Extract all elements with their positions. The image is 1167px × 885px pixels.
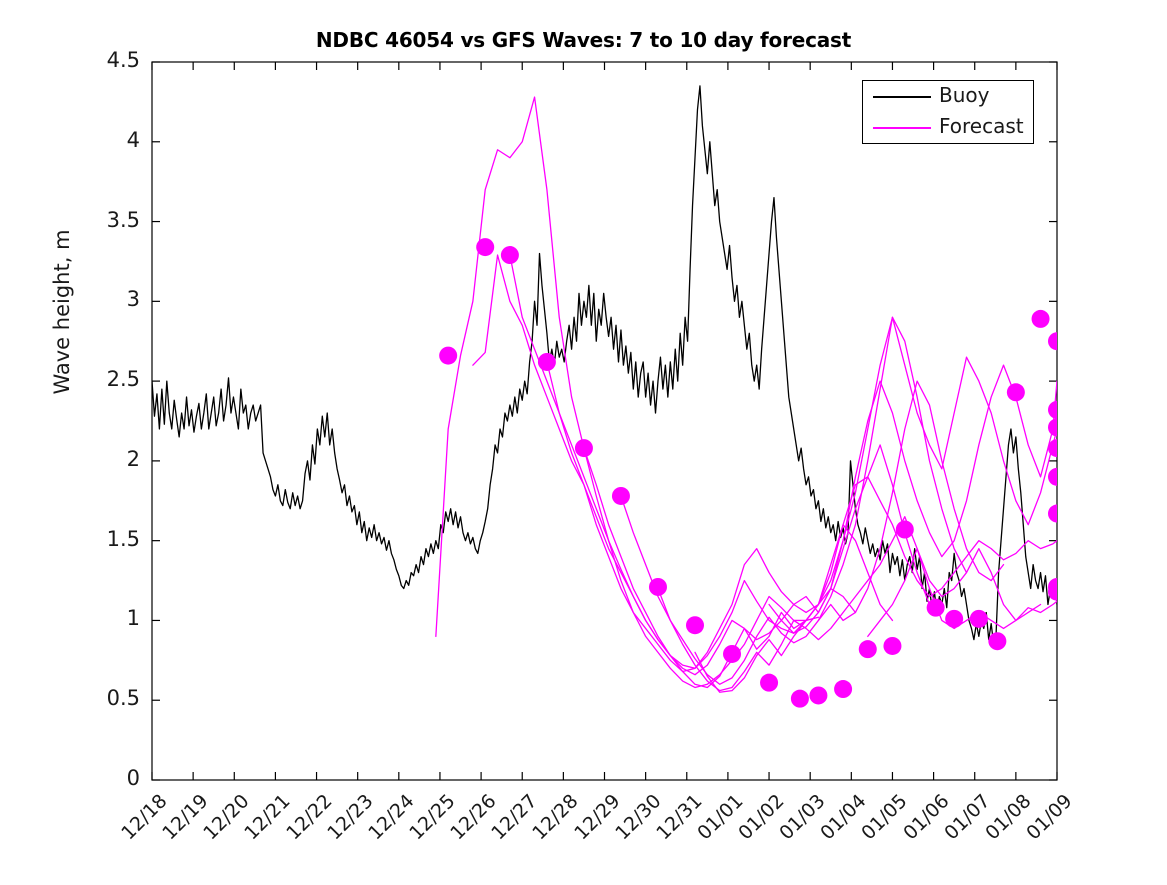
legend-item-buoy: Buoy [863, 81, 1033, 112]
forecast-marker-27 [1048, 418, 1057, 437]
forecast-marker-points [439, 238, 1057, 708]
forecast-marker-0 [439, 346, 458, 365]
legend-swatch-buoy [873, 96, 931, 98]
y-tick-label: 1 [126, 606, 140, 631]
forecast-marker-26 [1048, 467, 1057, 486]
series-line-forecast-run-6 [620, 380, 1005, 685]
forecast-marker-11 [809, 686, 828, 705]
legend-label-buoy: Buoy [939, 83, 990, 107]
series-line-buoy [152, 85, 1057, 646]
forecast-marker-14 [883, 636, 902, 655]
forecast-marker-29 [1048, 400, 1057, 419]
forecast-marker-5 [611, 486, 630, 505]
forecast-marker-2 [500, 246, 519, 265]
forecast-marker-24 [1048, 582, 1057, 601]
forecast-marker-3 [537, 352, 556, 371]
forecast-marker-25 [1048, 332, 1057, 351]
forecast-marker-13 [858, 640, 877, 659]
y-tick-label: 2.5 [106, 367, 140, 392]
forecast-marker-10 [790, 689, 809, 708]
series-line-forecast-run-9 [768, 364, 1057, 634]
axis-ticks [151, 61, 1058, 781]
forecast-marker-18 [969, 609, 988, 628]
series-line-forecast-run-2 [472, 254, 857, 673]
forecast-marker-6 [648, 577, 667, 596]
legend-swatch-forecast [873, 127, 931, 129]
y-tick-label: 1.5 [106, 526, 140, 551]
series-line-forecast-run-4 [546, 361, 931, 676]
series-line-forecast-run-7 [657, 516, 1042, 692]
chart-title: NDBC 46054 vs GFS Waves: 7 to 10 day for… [315, 28, 852, 52]
y-tick-label: 3 [126, 287, 140, 312]
y-tick-label: 0 [126, 766, 140, 790]
forecast-marker-15 [895, 520, 914, 539]
series-line-forecast-run-8 [694, 476, 1057, 693]
y-tick-label: 0.5 [106, 686, 140, 711]
forecast-marker-8 [723, 644, 742, 663]
y-tick-label: 3.5 [106, 207, 140, 232]
y-tick-label: 2 [126, 446, 140, 471]
forecast-marker-17 [945, 609, 964, 628]
series-line-forecast-run-11 [867, 547, 1057, 638]
forecast-marker-19 [988, 632, 1007, 651]
legend-item-forecast: Forecast [863, 112, 1033, 143]
y-tick-label: 4.5 [106, 48, 140, 72]
forecast-marker-4 [574, 439, 593, 458]
forecast-marker-28 [1048, 439, 1057, 458]
forecast-marker-16 [926, 598, 945, 617]
forecast-marker-7 [686, 616, 704, 635]
forecast-marker-1 [476, 238, 495, 257]
forecast-marker-12 [834, 680, 853, 699]
series-line-forecast-run-10 [817, 316, 1057, 622]
forecast-marker-22 [1048, 504, 1057, 523]
legend-label-forecast: Forecast [939, 114, 1024, 138]
forecast-marker-20 [1006, 383, 1025, 402]
y-tick-label: 4 [126, 127, 140, 152]
forecast-marker-21 [1031, 309, 1050, 328]
series-line-forecast-run-1 [435, 96, 820, 689]
series-line-forecast-run-3 [509, 254, 894, 669]
chart-legend: Buoy Forecast [862, 80, 1034, 144]
data-series-group [152, 85, 1057, 693]
forecast-marker-9 [760, 673, 779, 692]
